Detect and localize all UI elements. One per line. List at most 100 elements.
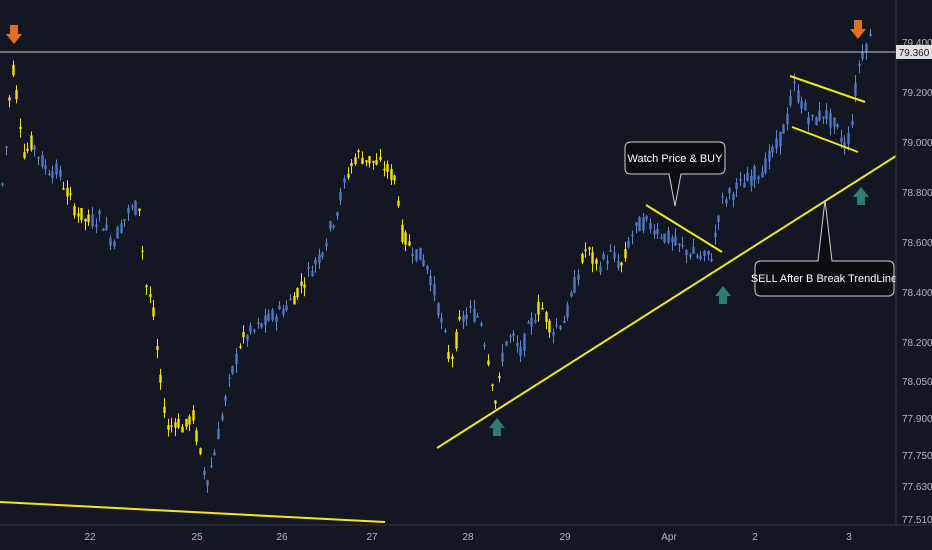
candle-body (825, 110, 828, 120)
candle-body (440, 317, 443, 323)
signal-arrows (6, 20, 869, 436)
candle-body (696, 255, 699, 258)
candle-body (782, 124, 785, 134)
candle-body (429, 275, 432, 286)
candle-body (105, 224, 108, 230)
candle-body (861, 52, 864, 59)
candle-body (145, 285, 148, 288)
candle-body (617, 261, 620, 268)
flag-upper-line (789, 75, 866, 103)
candle-body (746, 172, 749, 181)
candle-body (721, 195, 724, 198)
flag-lower-line (791, 126, 859, 153)
candle-body (95, 224, 98, 227)
candle-body (627, 240, 630, 248)
candle-body (660, 237, 663, 239)
candle-body (325, 242, 328, 247)
candle-body (239, 346, 242, 348)
candle-body (516, 343, 519, 347)
candle-body (437, 303, 440, 316)
candle-body (444, 330, 447, 332)
candle-body (707, 250, 710, 255)
candle-body (743, 182, 746, 188)
candle-body (141, 250, 144, 253)
candle-body (462, 315, 465, 322)
candle-body (624, 249, 627, 259)
candle-body (113, 241, 116, 247)
candle-body (843, 141, 846, 149)
candle-body (530, 317, 533, 327)
candle-body (566, 304, 569, 318)
candle-body (685, 249, 688, 256)
candle-body (714, 232, 717, 238)
candle-body (267, 313, 270, 321)
price-tick-label: 78.050 (902, 377, 932, 388)
candle-body (235, 353, 238, 365)
candle-body (811, 114, 814, 117)
candle-body (789, 96, 792, 106)
candle-body (757, 176, 760, 180)
candle-body (386, 163, 389, 172)
candle-body (613, 252, 616, 259)
candle-body (786, 113, 789, 125)
candle-body (764, 158, 767, 173)
candle-body (577, 274, 580, 280)
candle-body (221, 415, 224, 420)
candle-body (102, 228, 105, 231)
candle-body (203, 470, 206, 476)
candles (1, 28, 872, 493)
candle-body (411, 253, 414, 257)
candle-body (217, 428, 220, 440)
up-arrow-low-icon (489, 418, 505, 436)
candle-body (512, 333, 515, 336)
up-arrow-wedge-icon (715, 286, 731, 304)
candle-body (649, 223, 652, 230)
candle-body (26, 148, 29, 151)
candle-body (41, 155, 44, 167)
candle-body (357, 150, 360, 153)
candle-body (771, 146, 774, 153)
bottom-descending-trendline (0, 501, 386, 523)
candle-body (347, 173, 350, 178)
candle-body (303, 284, 306, 288)
candle-body (314, 259, 317, 265)
candle-body (519, 346, 522, 356)
candle-body (329, 221, 332, 229)
candle-body (339, 191, 342, 201)
candle-body (717, 215, 720, 223)
candle-body (768, 150, 771, 162)
candle-body (408, 241, 411, 246)
candle-body (761, 171, 764, 178)
candle-body (109, 237, 112, 246)
candle-body (419, 247, 422, 261)
candle-body (372, 160, 375, 163)
candle-body (469, 306, 472, 308)
candle-body (51, 171, 54, 178)
candle-body (509, 335, 512, 338)
callout-buy-text: Watch Price & BUY (628, 153, 724, 165)
candle-body (210, 465, 213, 468)
candle-body (213, 452, 216, 456)
candle-body (854, 83, 857, 96)
price-tick-label: 79.000 (902, 138, 932, 149)
candle-body (278, 305, 281, 310)
candle-body (656, 228, 659, 235)
candle-body (15, 90, 18, 100)
candle-body (753, 166, 756, 180)
candle-body (289, 298, 292, 301)
up-arrow-flag-icon (853, 187, 869, 205)
candle-body (120, 223, 123, 233)
time-tick-label: 27 (366, 532, 378, 543)
candle-body (739, 178, 742, 181)
candle-body (663, 233, 666, 242)
candle-body (231, 366, 234, 374)
candle-body (732, 194, 735, 200)
candle-body (23, 152, 26, 158)
candle-body (678, 243, 681, 246)
candle-body (703, 250, 706, 256)
candle-body (167, 425, 170, 430)
candle-body (80, 208, 83, 221)
candle-body (800, 101, 803, 109)
candle-body (487, 360, 490, 365)
candle-body (37, 157, 40, 159)
